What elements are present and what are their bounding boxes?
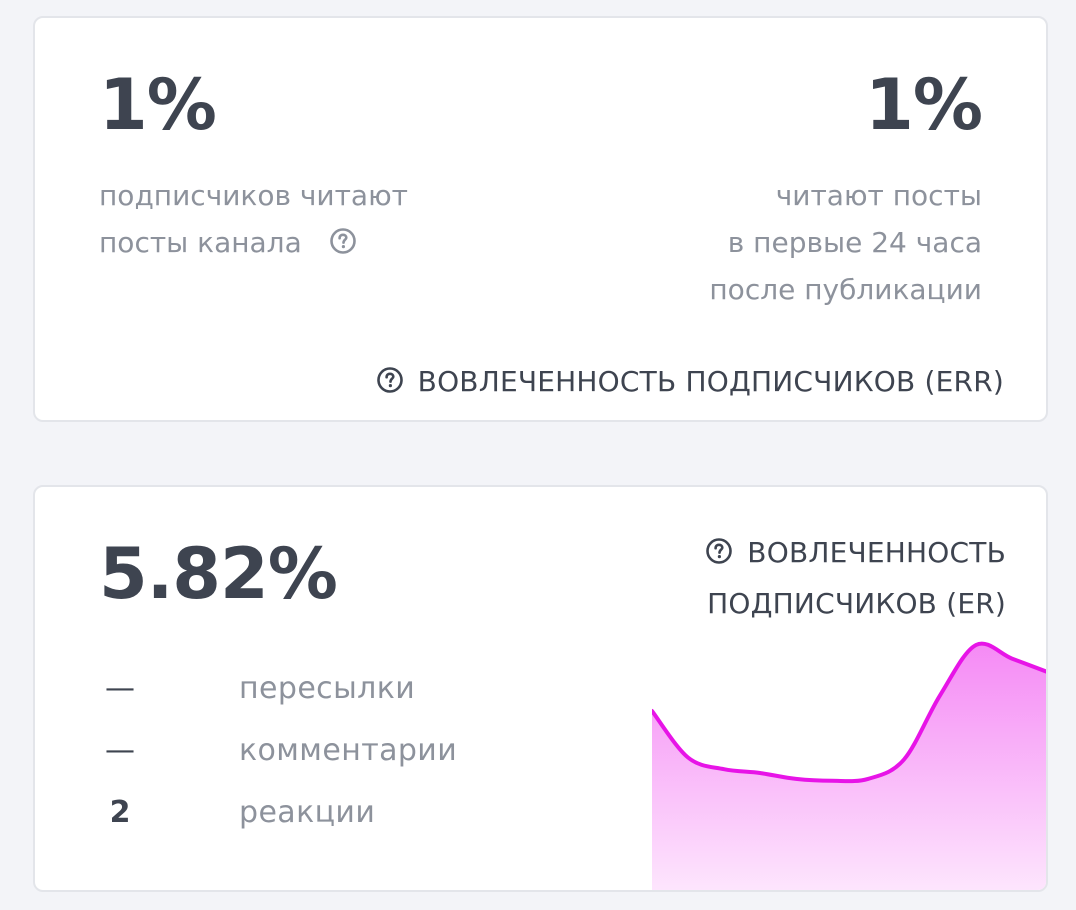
er-label-text: ВОВЛЕЧЕННОСТЬ [747,536,1006,569]
stat-label: комментарии [239,733,458,768]
caption-line: после публикации [709,273,982,306]
stat-count: — [105,671,135,706]
er-label-text: ПОДПИСЧИКОВ (ER) [707,587,1006,620]
question-circle-icon[interactable] [705,537,733,565]
caption-line: читают посты [775,179,982,212]
subscribers-read-percent: 1% [99,64,217,146]
err-label-text: ВОВЛЕЧЕННОСТЬ ПОДПИСЧИКОВ (ERR) [417,365,1004,398]
err-label[interactable]: ВОВЛЕЧЕННОСТЬ ПОДПИСЧИКОВ (ERR) [376,362,1004,402]
sparkline-line [652,641,1046,784]
er-label[interactable]: ВОВЛЕЧЕННОСТЬ ПОДПИСЧИКОВ (ER) [705,527,1006,629]
stat-label: пересылки [239,671,416,706]
subscribers-read-caption: подписчиков читают посты канала [99,172,408,266]
read-first-24h-percent: 1% [865,64,983,146]
question-circle-icon[interactable] [329,227,357,255]
stat-count: — [105,733,135,768]
question-circle-icon[interactable] [376,366,404,394]
caption-line: подписчиков читают [99,179,408,212]
sparkline-area [652,643,1046,890]
stat-label: реакции [239,795,376,830]
er-percent: 5.82% [99,533,338,615]
caption-line: посты канала [99,226,302,259]
er-label-line: ВОВЛЕЧЕННОСТЬ [705,527,1006,578]
err-card: 1% 1% подписчиков читают посты канала чи… [33,16,1048,422]
stat-count: 2 [109,795,131,830]
er-sparkline-chart [652,641,1046,890]
read-first-24h-caption: читают посты в первые 24 часа после публ… [709,172,982,313]
caption-line-with-help: посты канала [99,219,408,266]
er-card: 5.82% ВОВЛЕЧЕННОСТЬ ПОДПИСЧИКОВ (ER) — п… [33,485,1048,892]
caption-line: в первые 24 часа [727,226,982,259]
